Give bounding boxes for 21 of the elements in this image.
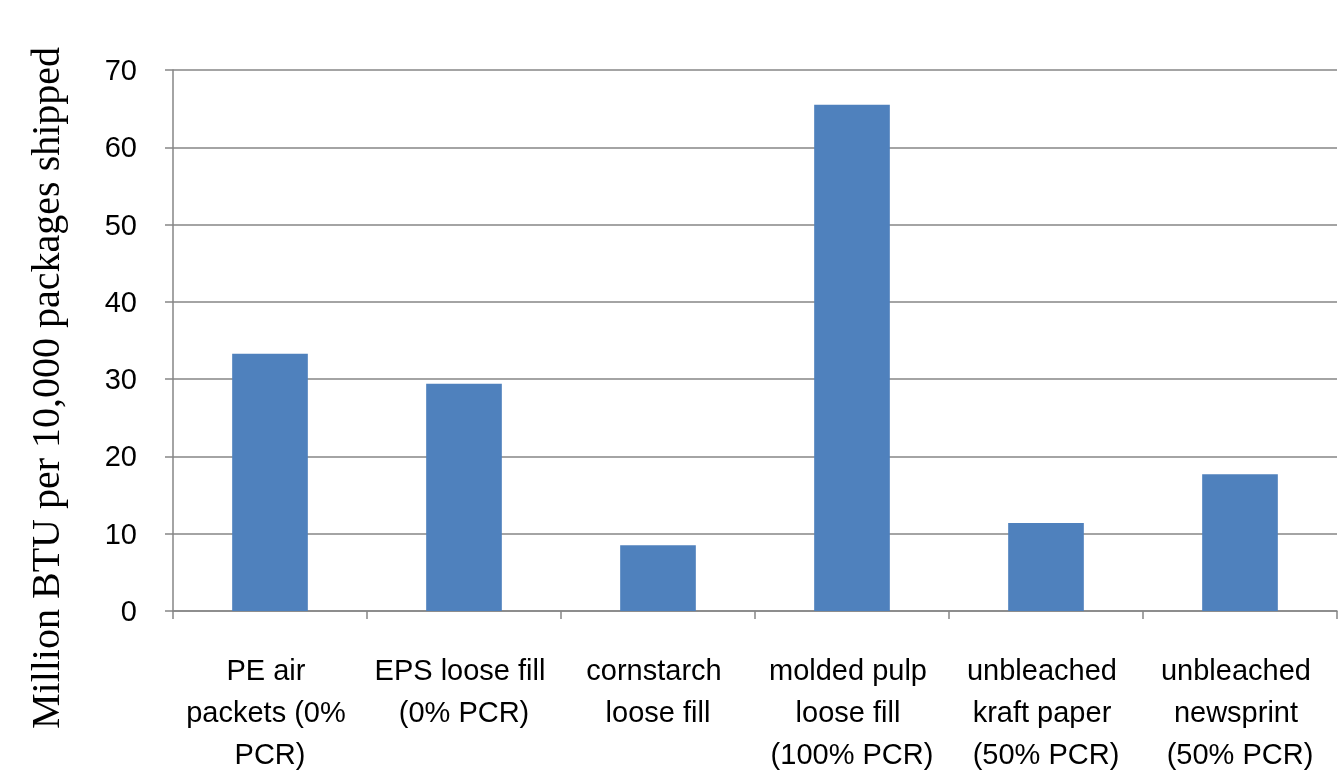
x-tick-label: EPS loose fill (0% PCR) <box>374 654 554 728</box>
x-tick-label: PE air packets (0% PCR) <box>186 654 354 770</box>
y-axis-title: Million BTU per 10,000 packages shipped <box>22 46 68 730</box>
bar <box>814 104 890 611</box>
y-tick-label: 50 <box>104 208 137 241</box>
y-tick-label: 10 <box>104 517 137 550</box>
x-tick-label: cornstarch loose fill <box>586 654 730 728</box>
bar <box>232 353 308 611</box>
x-tick-label: molded pulp loose fill (100% PCR) <box>768 654 936 770</box>
bar <box>426 383 502 611</box>
x-tick-label: unbleached kraft paper (50% PCR) <box>966 654 1126 770</box>
y-tick-label: 20 <box>104 440 137 473</box>
y-tick-label: 40 <box>104 285 137 318</box>
bar <box>620 545 696 611</box>
bar <box>1202 474 1278 611</box>
y-tick-label: 60 <box>104 131 137 164</box>
y-tick-label: 70 <box>104 54 137 86</box>
y-tick-label: 30 <box>104 363 137 396</box>
bar <box>1008 522 1084 611</box>
x-tick-label: unbleached newsprint (50% PCR) <box>1160 654 1320 770</box>
y-tick-label: 0 <box>120 595 137 627</box>
